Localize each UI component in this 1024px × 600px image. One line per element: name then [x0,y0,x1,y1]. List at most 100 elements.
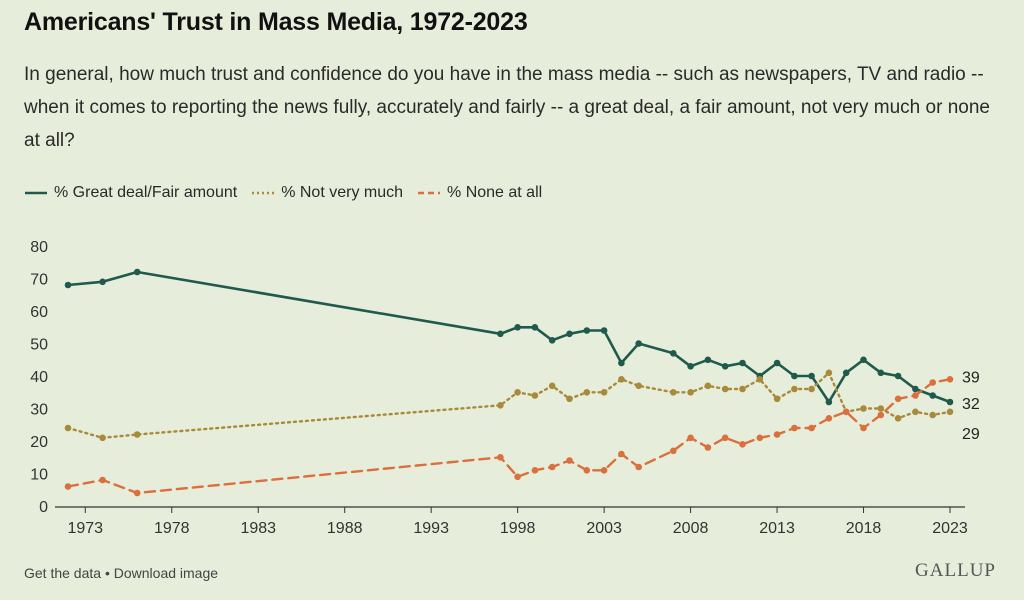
data-point [514,324,521,331]
x-tick-label: 2023 [932,520,968,537]
data-point [99,278,106,286]
data-point [687,363,694,370]
data-point [514,389,521,396]
data-point [99,434,106,442]
x-tick-label: 1983 [240,520,276,537]
data-point [600,467,608,474]
legend-swatch [25,191,47,195]
data-point [635,382,642,390]
data-point [670,389,677,396]
data-point [721,363,729,370]
get-data-link[interactable]: Get the data [24,565,102,581]
legend: % Great deal/Fair amount % Not very much%… [24,184,542,202]
x-tick-label: 2008 [673,520,709,537]
data-point [912,408,919,416]
data-point [704,382,712,390]
data-point [635,340,642,347]
data-point [497,402,504,409]
data-point [497,330,504,338]
legend-swatch [418,191,441,195]
data-point [808,424,815,432]
data-point [842,369,850,377]
data-point [808,385,815,393]
data-point [548,382,556,390]
legend-swatch [252,191,275,195]
y-tick-label: 70 [30,272,48,289]
legend-item: % None at all [417,184,542,202]
data-point [721,434,729,442]
data-point [548,337,556,344]
data-point [514,473,521,481]
legend-item: % Great deal/Fair amount [24,184,237,202]
data-point [825,398,833,406]
legend-label: % Not very much [281,184,404,201]
data-point [704,444,712,451]
data-point [929,379,936,386]
chart-subtitle: In general, how much trust and confidenc… [24,64,990,151]
data-point [531,392,539,399]
legend-item: % Not very much [251,184,403,202]
data-point [583,467,591,474]
data-point [133,268,141,276]
data-point [894,372,902,380]
data-point [912,385,919,393]
data-point [133,431,141,438]
y-tick-label: 40 [30,369,48,386]
data-point [912,392,919,399]
x-tick-label: 1993 [413,520,449,537]
data-point [618,376,625,383]
data-point [670,447,677,455]
series-end-label: 39 [962,369,980,386]
data-point [842,408,850,416]
data-point [600,327,608,334]
data-point [531,467,539,474]
data-point [894,395,902,403]
series-line-1 [66,270,952,404]
footer-separator: • [104,565,110,581]
data-point [99,476,106,484]
data-point [687,434,694,442]
x-tick-label: 1988 [327,520,363,537]
data-point [618,450,625,458]
data-point [825,369,833,377]
data-point [860,424,867,432]
y-tick-label: 80 [30,239,48,256]
data-point [860,356,867,364]
data-point [64,281,72,289]
gallup-logo: GALLUP [915,560,996,581]
data-point [721,385,729,393]
series-line-3 [66,378,952,495]
x-tick-label: 2013 [759,520,795,537]
data-point [929,411,936,419]
data-point [739,359,746,367]
data-point [894,415,902,422]
series-end-label: 29 [962,426,980,443]
x-tick-label: 1998 [500,520,536,537]
data-point [739,441,746,448]
data-point [946,408,954,416]
data-point [566,457,573,464]
data-point [773,359,781,367]
x-tick-label: 2003 [586,520,622,537]
data-point [825,415,833,422]
data-point [583,327,591,334]
data-point [531,324,539,331]
series-line-2 [66,371,952,439]
data-point [808,372,815,380]
data-point [791,424,798,432]
data-point [635,463,642,471]
data-point [756,376,764,383]
download-image-link[interactable]: Download image [113,565,219,581]
y-tick-label: 10 [30,467,48,484]
data-point [670,350,677,357]
y-tick-label: 60 [30,304,48,321]
data-point [687,389,694,396]
data-point [773,431,781,438]
legend-label: % Great deal/Fair amount [54,184,238,201]
y-tick-label: 50 [30,337,48,354]
data-point [497,454,504,461]
data-point [583,389,591,396]
data-point [618,359,625,367]
data-point [877,411,885,419]
data-point [704,356,712,364]
